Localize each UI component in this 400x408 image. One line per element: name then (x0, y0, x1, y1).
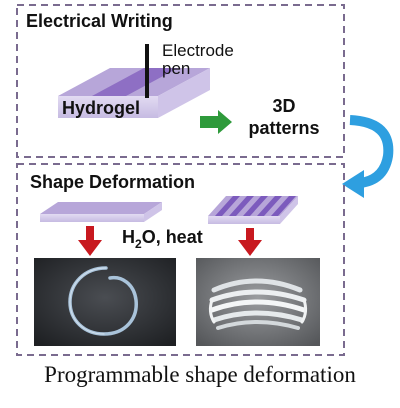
electrode-label-line1: Electrode (162, 41, 234, 60)
arrow-down-icon (238, 228, 262, 256)
hydrogel-label: Hydrogel (62, 98, 140, 118)
arrow-down-icon (78, 226, 102, 256)
hydrogel-slab: Hydrogel (58, 68, 210, 118)
hydrogel-side-face (158, 68, 210, 118)
output-label-line2: patterns (248, 118, 319, 138)
stimulus-label: H2O, heat (122, 227, 203, 251)
curled-gel-photo (196, 258, 320, 346)
stimulus-prefix: H (122, 227, 135, 247)
curved-arrow-icon (342, 115, 394, 198)
pen-bar-icon (145, 44, 149, 98)
deformation-panel-title: Shape Deformation (30, 172, 195, 192)
spiral-photo (34, 258, 176, 346)
hydrogel-front-face (58, 96, 158, 118)
written-stripe (92, 68, 178, 96)
patterned-gel-sheet (208, 196, 298, 224)
unpatterned-gel-sheet (40, 202, 162, 222)
output-label-line1: 3D (272, 96, 295, 116)
stimulus-subscript: 2 (135, 237, 142, 251)
electrode-label-line2: pen (162, 59, 190, 78)
deformation-panel-border (16, 163, 345, 356)
writing-panel-border (16, 4, 345, 158)
stimulus-suffix: O, heat (142, 227, 203, 247)
figure-caption: Programmable shape deformation (44, 362, 356, 387)
process-diagram: Electrical Writing Hydrogel Electrode pe… (16, 4, 394, 356)
writing-panel-title: Electrical Writing (26, 11, 173, 31)
arrow-right-icon (200, 110, 232, 134)
